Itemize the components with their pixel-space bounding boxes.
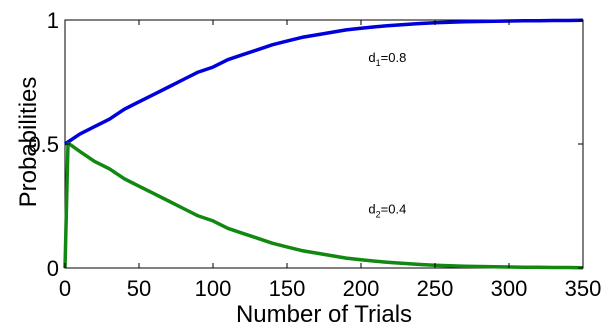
y-axis-label: Probabilities — [15, 77, 42, 208]
x-tick-label: 0 — [59, 276, 71, 301]
series-line-1 — [64, 18, 584, 146]
annotation-value: =0.8 — [381, 50, 407, 65]
y-tick-label: 0 — [47, 256, 59, 281]
x-tick-label: 300 — [491, 276, 528, 301]
annotation-subscript: 2 — [376, 209, 381, 219]
y-tick-label: 0.5 — [28, 132, 59, 157]
series-line-2 — [63, 142, 584, 270]
x-tick-label: 50 — [127, 276, 151, 301]
annotation-base: d — [368, 201, 375, 216]
annotation-value: =0.4 — [381, 201, 407, 216]
x-axis-label: Number of Trials — [236, 301, 412, 325]
annotation-subscript: 1 — [376, 58, 381, 68]
x-tick-label: 350 — [565, 276, 602, 301]
plot-frame — [64, 19, 584, 269]
y-tick-label: 1 — [47, 8, 59, 33]
plot-border — [64, 19, 584, 269]
annotation-base: d — [368, 50, 375, 65]
x-tick-label: 250 — [417, 276, 454, 301]
x-tick-label: 200 — [343, 276, 380, 301]
x-tick-label: 150 — [269, 276, 306, 301]
ticks-layer: 0 50 100 150 200 250 300 350 0 0.5 1 — [28, 8, 601, 301]
series-annotation-1: d1=0.8 — [368, 50, 406, 68]
annotation-layer: d1=0.8d2=0.4 — [368, 50, 406, 219]
series-layer — [63, 18, 584, 270]
series-annotation-2: d2=0.4 — [368, 201, 406, 219]
x-tick-label: 100 — [195, 276, 232, 301]
